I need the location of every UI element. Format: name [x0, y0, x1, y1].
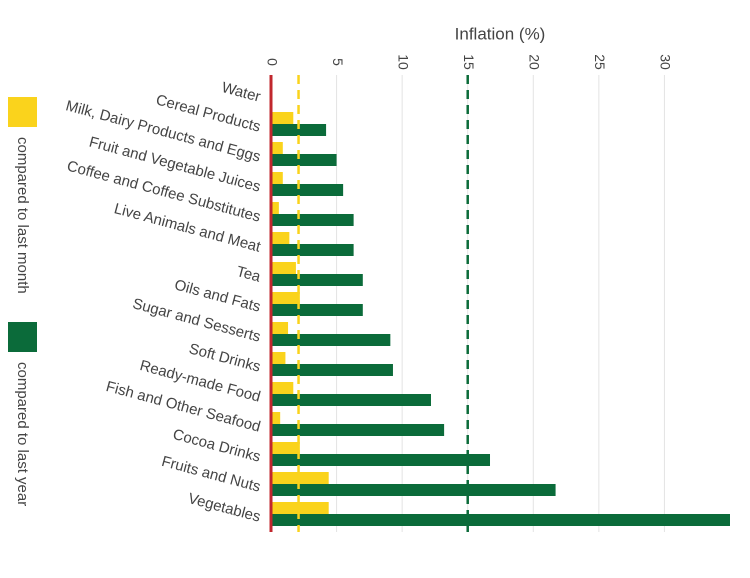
bar — [271, 112, 294, 124]
bar — [271, 304, 363, 316]
x-tick-label: 25 — [592, 54, 608, 70]
bar — [271, 412, 281, 424]
bar — [271, 232, 290, 244]
x-tick-label: 0 — [264, 58, 280, 66]
bar — [271, 202, 279, 214]
x-tick-label: 30 — [658, 54, 674, 70]
bar — [271, 292, 300, 304]
bar — [271, 184, 344, 196]
bar — [271, 364, 393, 376]
bar — [271, 172, 283, 184]
x-tick-label: 10 — [395, 54, 411, 70]
bar — [271, 124, 327, 136]
legend-swatch — [8, 322, 37, 352]
bar — [271, 514, 730, 526]
bar — [271, 214, 354, 226]
bar — [271, 472, 329, 484]
bar — [271, 142, 283, 154]
bar — [271, 154, 337, 166]
legend-swatch — [8, 97, 37, 127]
bar — [271, 334, 391, 346]
bar — [271, 262, 296, 274]
bar — [271, 484, 556, 496]
bar — [271, 424, 445, 436]
category-label: Vegetables — [186, 490, 262, 526]
bar — [271, 274, 363, 286]
x-tick-label: 20 — [527, 54, 543, 70]
category-label: Tea — [235, 263, 263, 286]
x-tick-label: 5 — [330, 58, 346, 66]
legend-label: compared to last year — [14, 362, 31, 506]
bar — [271, 244, 354, 256]
bar — [271, 352, 286, 364]
bar — [271, 382, 294, 394]
category-label: Water — [220, 79, 263, 106]
category-label: Soft Drinks — [187, 340, 262, 375]
bar — [271, 454, 491, 466]
bar — [271, 394, 431, 406]
bar — [271, 322, 289, 334]
bar — [271, 442, 300, 454]
bar — [271, 502, 329, 514]
x-tick-label: 15 — [461, 54, 477, 70]
legend-label: compared to last month — [14, 137, 31, 294]
x-axis-title: Inflation (%) — [455, 24, 546, 43]
